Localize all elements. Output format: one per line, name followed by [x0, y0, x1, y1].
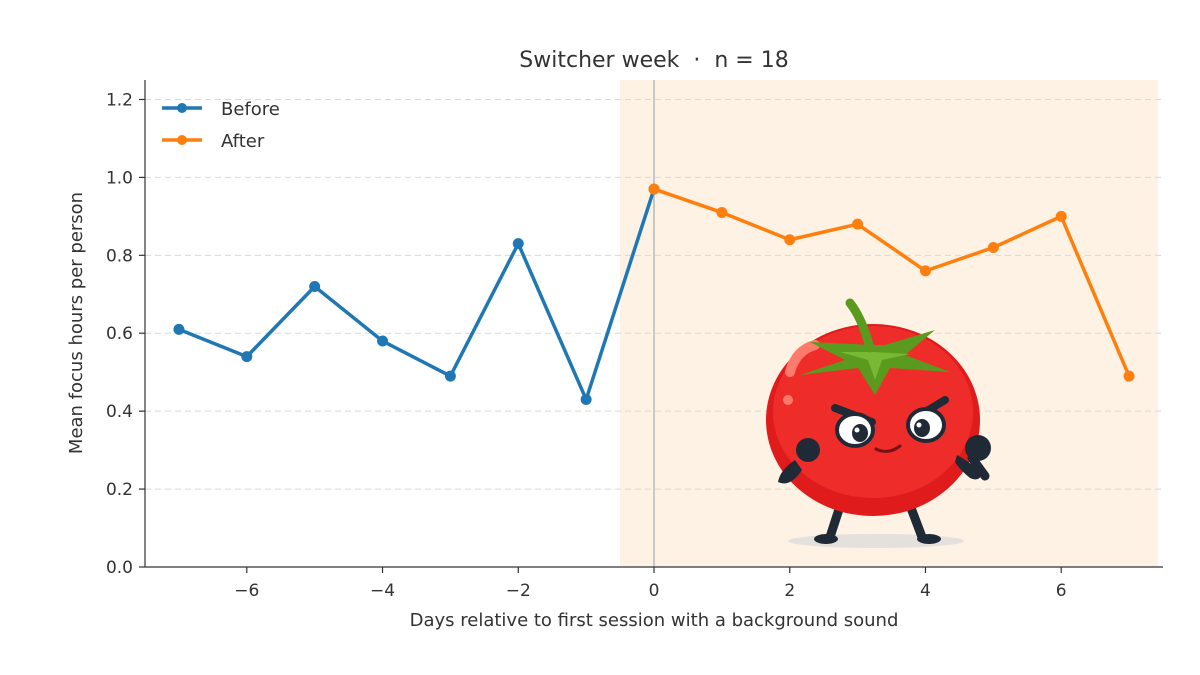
data-point-after — [1055, 210, 1067, 222]
series-line-after — [653, 187, 1131, 377]
x-tick-label: 0 — [649, 581, 660, 601]
x-tick-label: 2 — [784, 581, 795, 601]
y-tick-label: 0.8 — [106, 246, 133, 266]
data-point-before — [580, 393, 592, 405]
x-tick-label: 4 — [920, 581, 931, 601]
angry-tomato-mascot-icon — [766, 298, 991, 548]
y-tick-label: 1.2 — [106, 90, 133, 110]
data-point-after — [852, 218, 864, 230]
chart-title: Switcher week · n = 18 — [519, 48, 788, 73]
y-tick-label: 0.6 — [106, 324, 133, 344]
y-tick-label: 0.4 — [106, 402, 133, 422]
data-point-before — [377, 335, 389, 347]
data-point-before — [512, 238, 524, 250]
data-point-after — [1123, 370, 1135, 382]
y-tick-label: 0.0 — [106, 558, 133, 578]
data-point-before — [173, 323, 185, 335]
data-point-after — [784, 234, 796, 246]
data-point-before — [241, 351, 253, 363]
data-point-after — [919, 265, 931, 277]
y-tick-label: 1.0 — [106, 168, 133, 188]
legend-label-before: Before — [221, 99, 280, 120]
y-ticks: 0.0 0.2 0.4 0.6 0.8 1.0 1.2 — [106, 90, 145, 578]
x-ticks: −6 −4 −2 0 2 4 6 — [234, 567, 1067, 601]
y-axis-label: Mean focus hours per person — [66, 192, 87, 454]
legend-marker-after — [177, 135, 187, 145]
y-tick-label: 0.2 — [106, 480, 133, 500]
legend-label-after: After — [221, 131, 265, 152]
series-line-before — [178, 188, 656, 402]
data-point-after — [716, 206, 728, 218]
data-point-before — [309, 280, 321, 292]
x-tick-label: −2 — [506, 581, 531, 601]
data-point-after — [987, 242, 999, 254]
series-layer — [173, 183, 1135, 405]
x-tick-label: −6 — [234, 581, 259, 601]
data-point-before — [444, 370, 456, 382]
legend-marker-before — [177, 103, 187, 113]
x-axis-label: Days relative to first session with a ba… — [410, 610, 899, 631]
legend: Before After — [162, 99, 280, 152]
data-point-after — [648, 183, 660, 195]
x-tick-label: 6 — [1056, 581, 1067, 601]
x-tick-label: −4 — [370, 581, 395, 601]
